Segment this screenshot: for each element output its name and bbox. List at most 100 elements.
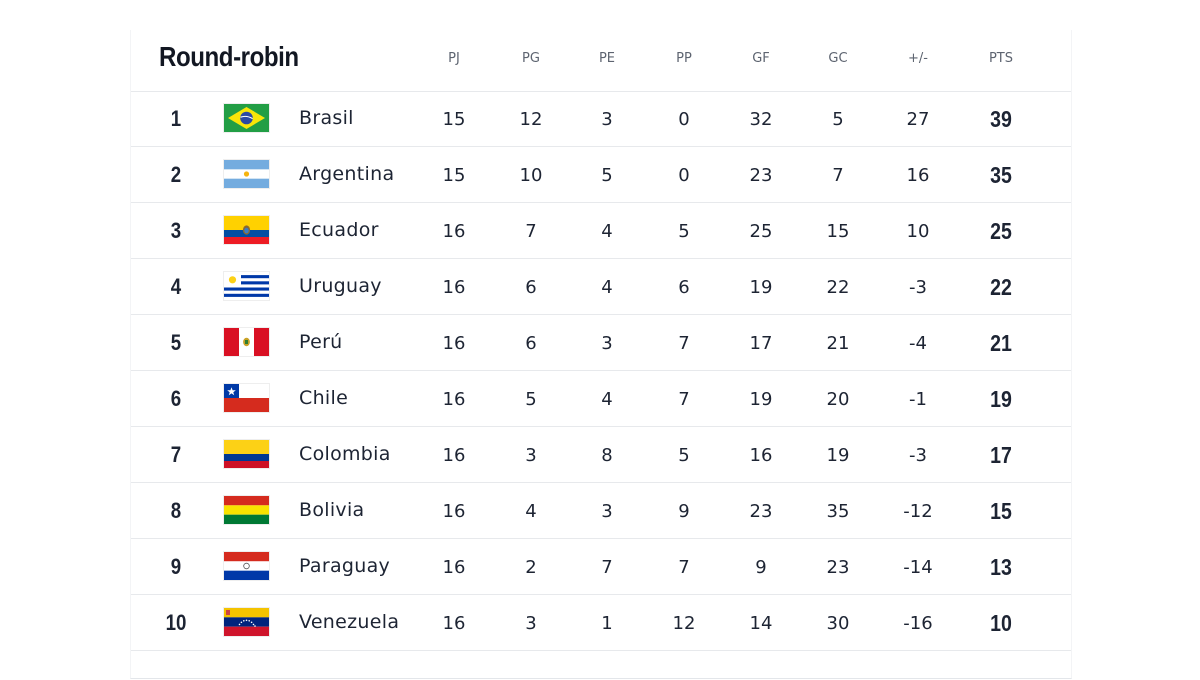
cell-pj: 16	[442, 501, 466, 522]
cell-pe: 1	[601, 613, 613, 634]
table-row[interactable]: 8 Bolivia 16 4 3 9 23 35 -12 15	[131, 483, 1071, 539]
table-row[interactable]: 1 Brasil 15 12 3 0 32 5 27 39	[131, 91, 1071, 147]
cell-gc: 30	[826, 613, 850, 634]
peru-flag-icon	[224, 328, 269, 356]
standings-rows: 1 Brasil 15 12 3 0 32 5 27 39 2 Argentina 15 10 5 0 23 7 1…	[131, 91, 1071, 651]
cell-pts: 21	[990, 330, 1012, 356]
cell-pe: 8	[601, 445, 613, 466]
team-name[interactable]: Ecuador	[299, 219, 379, 241]
cell-pg: 4	[525, 501, 537, 522]
col-header-gc[interactable]: GC	[828, 51, 848, 66]
position-number: 9	[170, 554, 182, 579]
cell-gf: 23	[749, 165, 773, 186]
team-name[interactable]: Colombia	[299, 443, 391, 465]
col-header-gf[interactable]: GF	[752, 51, 770, 66]
cell-pe: 5	[601, 165, 613, 186]
cell-gf: 19	[749, 277, 773, 298]
col-header-pe[interactable]: PE	[598, 51, 616, 66]
cell-gf: 16	[749, 445, 773, 466]
cell-pg: 6	[525, 333, 537, 354]
chile-flag-icon	[224, 384, 269, 412]
cell-diff: -3	[909, 445, 927, 466]
table-row[interactable]: 2 Argentina 15 10 5 0 23 7 16 35	[131, 147, 1071, 203]
position-number: 1	[170, 106, 182, 131]
cell-pg: 7	[525, 221, 537, 242]
cell-diff: 16	[906, 165, 930, 186]
col-header-pp[interactable]: PP	[676, 51, 692, 66]
bolivia-flag-icon	[224, 496, 269, 524]
cell-pts: 13	[990, 554, 1012, 580]
team-name[interactable]: Venezuela	[299, 611, 400, 633]
cell-pj: 16	[442, 389, 466, 410]
team-name[interactable]: Argentina	[299, 163, 395, 185]
cell-gc: 7	[832, 165, 844, 186]
cell-pts: 10	[990, 610, 1012, 636]
cell-gc: 23	[826, 557, 850, 578]
col-header-diff[interactable]: +/-	[908, 51, 928, 66]
standings-card: Round-robin PJ PG PE PP GF GC +/- PTS 1 B…	[130, 30, 1072, 679]
cell-pe: 3	[601, 333, 613, 354]
col-header-pj[interactable]: PJ	[448, 51, 460, 66]
team-name[interactable]: Paraguay	[299, 555, 391, 577]
table-row[interactable]: 10 Venezuela 16 3 1 12 14 30 -16 10	[131, 595, 1071, 651]
cell-pe: 4	[601, 277, 613, 298]
cell-pp: 6	[678, 277, 690, 298]
position-number: 8	[170, 498, 182, 523]
table-title: Round-robin	[159, 41, 299, 72]
cell-pts: 15	[990, 498, 1012, 524]
cell-gf: 19	[749, 389, 773, 410]
cell-pp: 7	[678, 333, 690, 354]
cell-pts: 19	[990, 386, 1012, 412]
cell-gf: 17	[749, 333, 773, 354]
cell-gc: 5	[832, 109, 844, 130]
cell-gc: 21	[826, 333, 850, 354]
cell-diff: -12	[903, 501, 933, 522]
cell-pe: 3	[601, 501, 613, 522]
table-row[interactable]: 4 Uruguay 16 6 4 6 19 22 -3 22	[131, 259, 1071, 315]
col-header-pts[interactable]: PTS	[988, 51, 1014, 66]
cell-pe: 4	[601, 221, 613, 242]
venezuela-flag-icon	[224, 608, 269, 636]
cell-pts: 25	[990, 218, 1012, 244]
cell-pj: 16	[442, 277, 466, 298]
cell-gf: 25	[749, 221, 773, 242]
table-row[interactable]: 7 Colombia 16 3 8 5 16 19 -3 17	[131, 427, 1071, 483]
cell-pp: 0	[678, 165, 690, 186]
position-number: 2	[170, 162, 182, 187]
cell-gf: 9	[755, 557, 767, 578]
table-header: Round-robin PJ PG PE PP GF GC +/- PTS	[131, 30, 1071, 92]
col-header-pg[interactable]: PG	[522, 51, 540, 66]
team-name[interactable]: Chile	[299, 387, 349, 409]
cell-gf: 14	[749, 613, 773, 634]
cell-diff: 10	[906, 221, 930, 242]
team-name[interactable]: Perú	[299, 331, 343, 353]
cell-pj: 16	[442, 221, 466, 242]
table-row[interactable]: 6 Chile 16 5 4 7 19 20 -1 19	[131, 371, 1071, 427]
table-row[interactable]: 3 Ecuador 16 7 4 5 25 15 10 25	[131, 203, 1071, 259]
cell-pj: 15	[442, 165, 466, 186]
cell-pj: 16	[442, 613, 466, 634]
cell-pp: 5	[678, 445, 690, 466]
argentina-flag-icon	[224, 160, 269, 188]
cell-diff: -4	[909, 333, 927, 354]
cell-gc: 19	[826, 445, 850, 466]
cell-pts: 22	[990, 274, 1012, 300]
table-row[interactable]: 9 Paraguay 16 2 7 7 9 23 -14 13	[131, 539, 1071, 595]
cell-pg: 5	[525, 389, 537, 410]
cell-pg: 12	[519, 109, 543, 130]
cell-pp: 9	[678, 501, 690, 522]
cell-pj: 16	[442, 445, 466, 466]
position-number: 5	[170, 330, 182, 355]
team-name[interactable]: Brasil	[299, 107, 354, 129]
cell-diff: -3	[909, 277, 927, 298]
position-number: 7	[170, 442, 182, 467]
cell-pg: 2	[525, 557, 537, 578]
table-row[interactable]: 5 Perú 16 6 3 7 17 21 -4 21	[131, 315, 1071, 371]
team-name[interactable]: Uruguay	[299, 275, 382, 297]
cell-pj: 16	[442, 333, 466, 354]
team-name[interactable]: Bolivia	[299, 499, 365, 521]
cell-pts: 39	[990, 106, 1012, 132]
cell-gc: 20	[826, 389, 850, 410]
cell-gf: 23	[749, 501, 773, 522]
cell-pe: 4	[601, 389, 613, 410]
